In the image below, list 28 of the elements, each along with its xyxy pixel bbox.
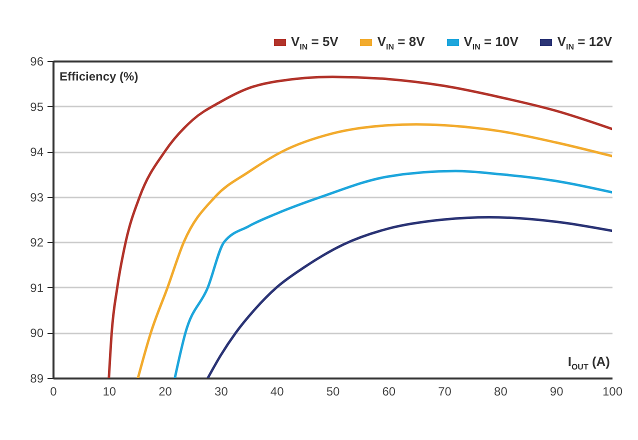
x-tick-label: 20 — [158, 384, 172, 398]
y-tick-label: 96 — [30, 54, 44, 68]
y-tick-label: 90 — [30, 326, 44, 340]
x-tick-label: 70 — [438, 384, 452, 398]
y-tick-label: 91 — [30, 280, 44, 295]
line-series — [174, 170, 612, 378]
x-tick-label: 30 — [214, 384, 228, 398]
x-tick-label: 100 — [602, 384, 623, 398]
legend-label: V$_{IN}$ = 12V — [557, 34, 612, 52]
legend-label: V$_{IN}$ = 10V — [464, 34, 518, 52]
y-tick-label: 93 — [30, 190, 44, 204]
line-series — [206, 216, 612, 378]
y-tick-label: 95 — [30, 100, 44, 114]
y-tick-label: 89 — [30, 372, 44, 386]
x-tick-label: 10 — [102, 384, 116, 398]
x-tick-label: 0 — [50, 384, 58, 398]
x-axis-title: I$_{OUT}$ (A) — [568, 354, 610, 372]
y-tick-label: 92 — [30, 236, 44, 250]
x-tick-label: 40 — [270, 384, 284, 398]
x-tick-label: 90 — [550, 384, 564, 398]
x-tick-label: 60 — [382, 384, 396, 398]
x-tick-label: 80 — [494, 384, 508, 398]
x-tick-label: 50 — [326, 384, 340, 398]
y-tick-label: 94 — [30, 145, 44, 160]
y-axis-title: Efficiency (%) — [60, 70, 138, 84]
legend-label: V$_{IN}$ = 8V — [377, 34, 425, 52]
line-series — [136, 123, 612, 378]
legend-label: V$_{IN}$ = 5V — [290, 34, 338, 52]
